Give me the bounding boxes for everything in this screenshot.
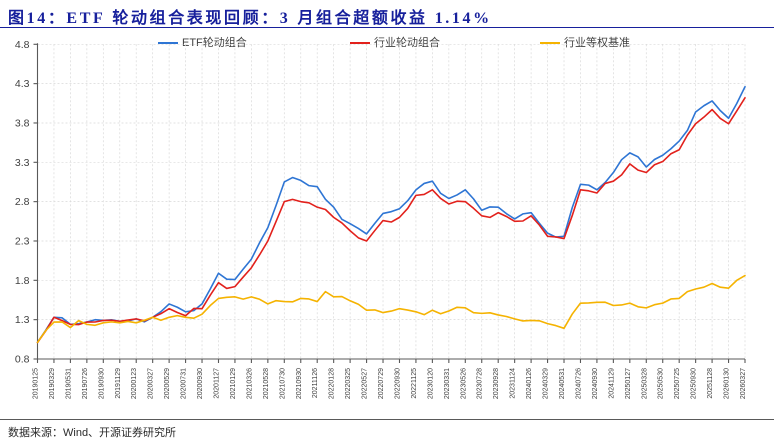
svg-text:20251128: 20251128 bbox=[707, 368, 714, 399]
svg-text:20210129: 20210129 bbox=[230, 368, 237, 399]
svg-text:20210326: 20210326 bbox=[246, 368, 253, 399]
svg-text:20220325: 20220325 bbox=[345, 368, 352, 399]
svg-text:20240329: 20240329 bbox=[543, 368, 550, 399]
svg-text:20230526: 20230526 bbox=[460, 368, 467, 399]
svg-text:4.8: 4.8 bbox=[15, 39, 30, 51]
svg-text:20250328: 20250328 bbox=[641, 368, 648, 399]
svg-text:2.8: 2.8 bbox=[15, 196, 30, 208]
svg-text:20200123: 20200123 bbox=[131, 368, 138, 399]
svg-text:0.8: 0.8 bbox=[15, 354, 30, 366]
svg-text:20200327: 20200327 bbox=[148, 368, 155, 399]
svg-text:20230928: 20230928 bbox=[493, 368, 500, 399]
svg-text:20260130: 20260130 bbox=[724, 368, 731, 399]
svg-text:20191129: 20191129 bbox=[115, 368, 122, 399]
svg-text:20210528: 20210528 bbox=[263, 368, 270, 399]
svg-text:20250530: 20250530 bbox=[658, 368, 665, 399]
svg-text:20240126: 20240126 bbox=[526, 368, 533, 399]
svg-text:20200930: 20200930 bbox=[197, 368, 204, 399]
svg-text:20240930: 20240930 bbox=[592, 368, 599, 399]
svg-text:20230728: 20230728 bbox=[477, 368, 484, 399]
svg-text:20220930: 20220930 bbox=[394, 368, 401, 399]
svg-text:20230331: 20230331 bbox=[444, 368, 451, 399]
svg-text:20211126: 20211126 bbox=[312, 368, 319, 398]
svg-text:20190531: 20190531 bbox=[65, 368, 72, 399]
svg-text:20250127: 20250127 bbox=[625, 368, 632, 399]
svg-text:20190726: 20190726 bbox=[82, 368, 89, 399]
svg-text:4.3: 4.3 bbox=[15, 78, 30, 90]
svg-text:3.3: 3.3 bbox=[15, 157, 30, 169]
svg-text:20250930: 20250930 bbox=[691, 368, 698, 399]
svg-text:20250725: 20250725 bbox=[674, 368, 681, 399]
svg-text:20230120: 20230120 bbox=[427, 368, 434, 399]
svg-text:20200731: 20200731 bbox=[181, 368, 188, 399]
svg-text:3.8: 3.8 bbox=[15, 117, 30, 129]
svg-text:20190329: 20190329 bbox=[49, 368, 56, 399]
svg-text:20220729: 20220729 bbox=[378, 368, 385, 399]
svg-text:20190930: 20190930 bbox=[98, 368, 105, 399]
svg-text:20210930: 20210930 bbox=[296, 368, 303, 399]
svg-text:20201127: 20201127 bbox=[213, 368, 220, 399]
svg-text:20200529: 20200529 bbox=[164, 368, 171, 399]
svg-text:1.8: 1.8 bbox=[15, 275, 30, 287]
svg-text:20241129: 20241129 bbox=[608, 368, 615, 399]
svg-text:20240531: 20240531 bbox=[559, 368, 566, 399]
svg-text:20240726: 20240726 bbox=[575, 368, 582, 399]
svg-text:20231124: 20231124 bbox=[510, 368, 517, 399]
svg-text:20221125: 20221125 bbox=[411, 368, 418, 399]
svg-text:20190125: 20190125 bbox=[33, 368, 40, 399]
svg-text:20260327: 20260327 bbox=[740, 368, 747, 399]
svg-text:20220128: 20220128 bbox=[329, 368, 336, 399]
svg-text:20220527: 20220527 bbox=[362, 368, 369, 399]
svg-text:1.3: 1.3 bbox=[15, 314, 30, 326]
svg-text:20210730: 20210730 bbox=[279, 368, 286, 399]
svg-text:2.3: 2.3 bbox=[15, 235, 30, 247]
